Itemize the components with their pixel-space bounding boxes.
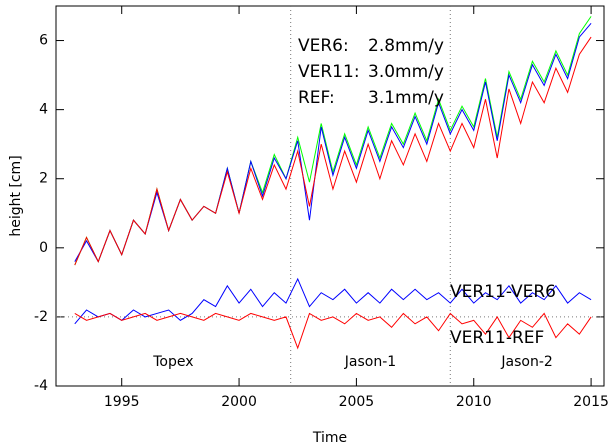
series-line xyxy=(74,22,592,263)
x-tick-label: 2000 xyxy=(221,394,257,410)
y-axis-label: height [cm] xyxy=(8,155,24,236)
mission-label: Jason-2 xyxy=(500,354,552,370)
x-axis-label: Time xyxy=(312,430,347,446)
x-tick-label: 2010 xyxy=(456,394,492,410)
plot-frame xyxy=(55,5,605,387)
y-tick-label: -2 xyxy=(34,309,48,325)
legend-name: VER11: xyxy=(298,62,360,82)
legend-rate: 2.8mm/y xyxy=(368,36,444,56)
y-tick-label: 6 xyxy=(39,33,48,49)
legend-rate: 3.1mm/y xyxy=(368,88,444,108)
series-line xyxy=(74,36,592,266)
series-label: VER11-REF xyxy=(450,328,544,348)
x-tick-label: 2005 xyxy=(339,394,375,410)
y-tick-label: -4 xyxy=(34,378,48,394)
mission-label: Topex xyxy=(152,354,193,370)
x-tick-label: 1995 xyxy=(104,394,140,410)
y-tick-label: 2 xyxy=(39,171,48,187)
mission-label: Jason-1 xyxy=(344,354,396,370)
x-tick-label: 2015 xyxy=(573,394,609,410)
y-tick-label: 4 xyxy=(39,102,48,118)
series-label: VER11-VER6 xyxy=(450,282,556,302)
y-tick-label: 0 xyxy=(39,240,48,256)
legend-name: VER6: xyxy=(298,36,349,56)
series-line xyxy=(74,312,592,350)
legend-name: REF: xyxy=(298,88,335,108)
series-line xyxy=(74,277,592,325)
legend-rate: 3.0mm/y xyxy=(368,62,444,82)
